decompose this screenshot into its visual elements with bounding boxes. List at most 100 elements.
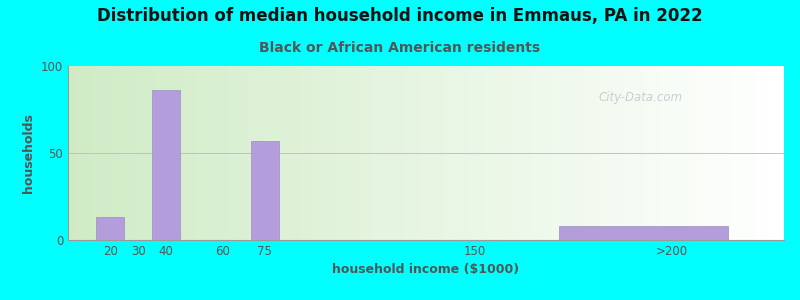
Bar [318, 66, 321, 240]
Bar [457, 66, 459, 240]
Bar [600, 66, 602, 240]
Bar [276, 66, 278, 240]
Bar [202, 66, 204, 240]
Bar [282, 66, 285, 240]
Bar [281, 66, 283, 240]
Bar [553, 66, 555, 240]
Bar [364, 66, 366, 240]
Bar [548, 66, 550, 240]
Bar [624, 66, 626, 240]
Bar [560, 66, 562, 240]
Bar [328, 66, 330, 240]
Bar [753, 66, 755, 240]
Bar [116, 66, 118, 240]
Bar [631, 66, 634, 240]
Bar [686, 66, 689, 240]
Bar [665, 66, 667, 240]
Bar [777, 66, 779, 240]
Bar [330, 66, 333, 240]
Bar [714, 66, 717, 240]
Bar [290, 66, 292, 240]
Bar [309, 66, 311, 240]
Bar [536, 66, 538, 240]
Bar [214, 66, 216, 240]
Bar [782, 66, 784, 240]
Bar [269, 66, 271, 240]
Bar [156, 66, 158, 240]
Bar [405, 66, 407, 240]
Bar [187, 66, 190, 240]
Bar [746, 66, 748, 240]
Bar [333, 66, 335, 240]
Bar [180, 66, 182, 240]
Bar [717, 66, 719, 240]
Bar [400, 66, 402, 240]
Bar [138, 66, 139, 240]
Bar [414, 66, 417, 240]
Bar [459, 66, 462, 240]
Bar [529, 66, 531, 240]
Bar [311, 66, 314, 240]
Bar [250, 141, 278, 240]
Bar [378, 66, 381, 240]
Bar [73, 66, 75, 240]
Bar [326, 66, 328, 240]
Bar [634, 66, 636, 240]
Bar [362, 66, 364, 240]
Bar [366, 66, 369, 240]
Text: Distribution of median household income in Emmaus, PA in 2022: Distribution of median household income … [97, 8, 703, 26]
Bar [104, 66, 106, 240]
Bar [359, 66, 362, 240]
Bar [68, 66, 70, 240]
Bar [178, 66, 180, 240]
Bar [294, 66, 297, 240]
Bar [590, 66, 593, 240]
Bar [192, 66, 194, 240]
Bar [619, 66, 622, 240]
Bar [772, 66, 774, 240]
Bar [736, 66, 738, 240]
Bar [476, 66, 478, 240]
Bar [748, 66, 750, 240]
Bar [703, 66, 706, 240]
Bar [252, 66, 254, 240]
Bar [204, 66, 206, 240]
Bar [567, 66, 570, 240]
Bar [505, 66, 507, 240]
Bar [614, 66, 617, 240]
Bar [779, 66, 782, 240]
Bar [462, 66, 464, 240]
Bar [230, 66, 233, 240]
Bar [126, 66, 128, 240]
Bar [607, 66, 610, 240]
Bar [371, 66, 374, 240]
Bar [519, 66, 522, 240]
Bar [531, 66, 534, 240]
Bar [469, 66, 471, 240]
Y-axis label: households: households [22, 113, 35, 193]
Bar [708, 66, 710, 240]
Bar [70, 66, 73, 240]
Bar [641, 66, 643, 240]
Bar [570, 66, 571, 240]
Bar [682, 66, 684, 240]
Bar [161, 66, 163, 240]
Bar [271, 66, 274, 240]
Bar [474, 66, 476, 240]
Bar [175, 66, 178, 240]
Bar [696, 66, 698, 240]
Bar [478, 66, 481, 240]
Bar [655, 66, 658, 240]
Bar [185, 66, 187, 240]
Bar [194, 66, 197, 240]
Bar [285, 66, 287, 240]
Bar [233, 66, 235, 240]
Bar [302, 66, 304, 240]
Bar [729, 66, 731, 240]
Bar [369, 66, 371, 240]
Bar [345, 66, 347, 240]
Bar [128, 66, 130, 240]
Bar [466, 66, 469, 240]
Bar [142, 66, 144, 240]
Bar [522, 66, 524, 240]
